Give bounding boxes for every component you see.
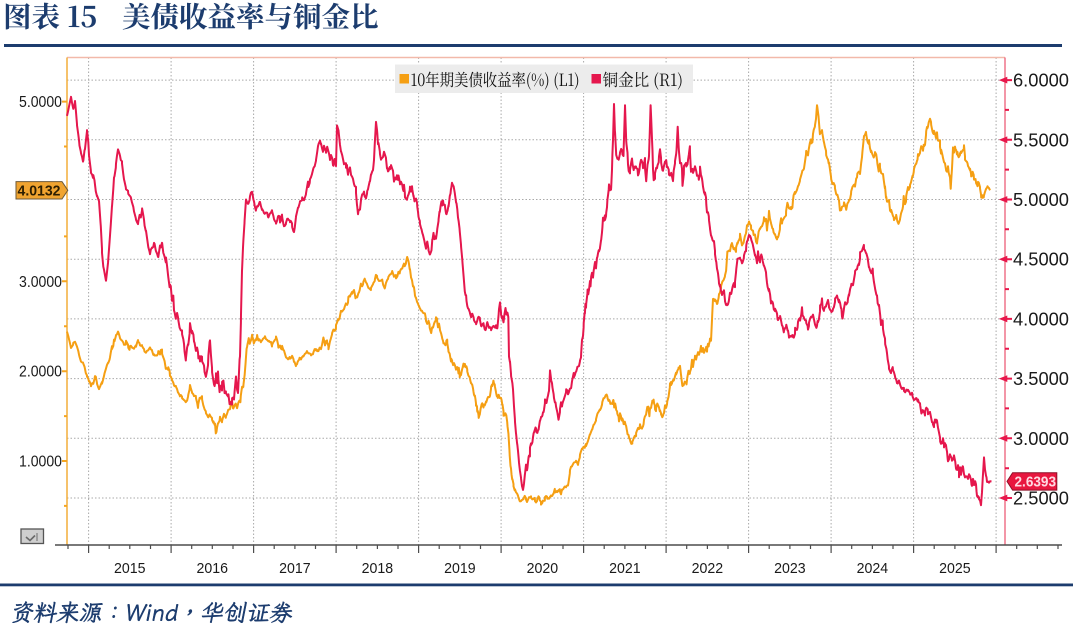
svg-text:2018: 2018: [362, 561, 394, 577]
svg-text:4.0000: 4.0000: [1013, 308, 1069, 329]
svg-text:2023: 2023: [774, 561, 806, 577]
svg-text:4.0132: 4.0132: [18, 184, 61, 200]
svg-text:2022: 2022: [692, 561, 724, 577]
svg-text:2024: 2024: [857, 561, 889, 577]
svg-text:2020: 2020: [527, 561, 559, 577]
svg-text:5.5000: 5.5000: [1013, 129, 1069, 150]
svg-text:2.6393: 2.6393: [1015, 475, 1057, 491]
svg-text:4.5000: 4.5000: [1013, 249, 1069, 270]
svg-text:6.0000: 6.0000: [1013, 70, 1069, 91]
svg-text:3.0000: 3.0000: [1013, 428, 1069, 449]
svg-text:3.5000: 3.5000: [1013, 368, 1069, 389]
svg-text:5.0000: 5.0000: [19, 94, 62, 111]
svg-text:2021: 2021: [609, 561, 641, 577]
svg-text:2.0000: 2.0000: [19, 364, 62, 381]
svg-text:2017: 2017: [279, 561, 311, 577]
svg-text:5.0000: 5.0000: [1013, 189, 1069, 210]
svg-text:2025: 2025: [939, 561, 971, 577]
svg-text:2016: 2016: [197, 561, 229, 577]
svg-text:3.0000: 3.0000: [19, 274, 62, 291]
svg-text:2015: 2015: [114, 561, 146, 577]
svg-text:1.0000: 1.0000: [19, 454, 62, 471]
svg-text:2.5000: 2.5000: [1013, 488, 1069, 509]
svg-text:2019: 2019: [444, 561, 476, 577]
